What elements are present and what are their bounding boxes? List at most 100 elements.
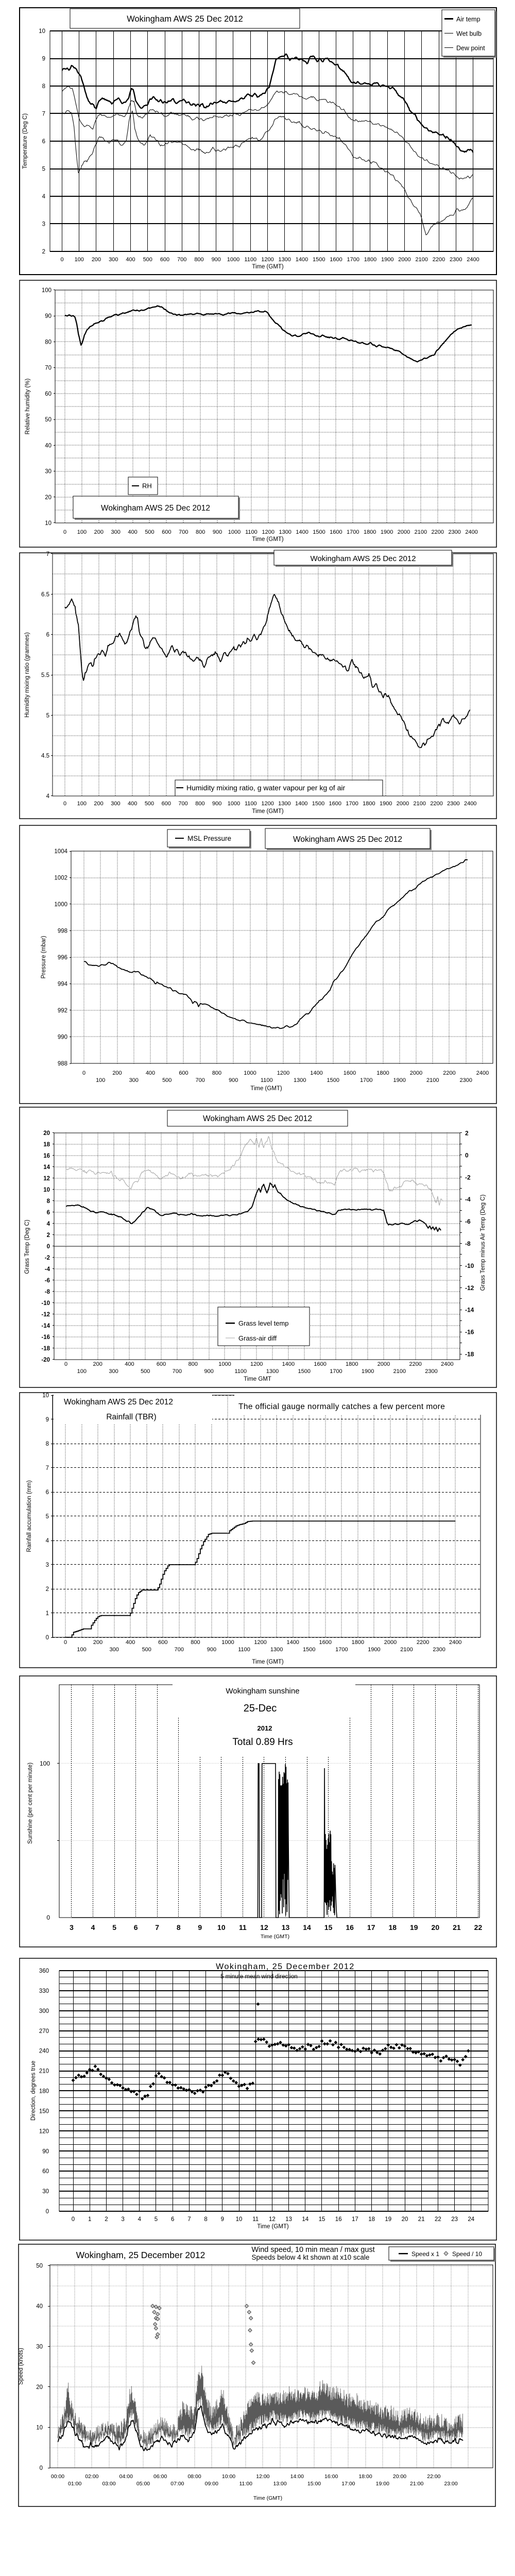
svg-text:18: 18: [368, 2216, 375, 2223]
svg-text:2200: 2200: [417, 1639, 429, 1646]
svg-text:400: 400: [126, 257, 135, 263]
svg-text:2: 2: [465, 1130, 469, 1137]
svg-text:00:00: 00:00: [51, 2473, 64, 2480]
svg-text:-14: -14: [465, 1307, 474, 1314]
svg-text:600: 600: [162, 801, 171, 807]
svg-text:30: 30: [42, 2189, 49, 2195]
svg-text:1002: 1002: [54, 875, 67, 882]
svg-text:5: 5: [112, 1923, 116, 1931]
svg-text:15: 15: [319, 2216, 325, 2223]
svg-text:13: 13: [285, 2216, 292, 2223]
svg-text:2200: 2200: [432, 529, 444, 535]
svg-text:-2: -2: [45, 1255, 50, 1261]
svg-text:700: 700: [173, 1368, 182, 1375]
svg-text:400: 400: [125, 1361, 134, 1367]
svg-text:14: 14: [302, 2216, 308, 2223]
svg-text:6: 6: [134, 1923, 138, 1931]
svg-text:1900: 1900: [362, 1368, 374, 1375]
svg-text:2100: 2100: [400, 1647, 413, 1653]
svg-text:6: 6: [46, 632, 49, 638]
svg-text:330: 330: [39, 1988, 49, 1994]
svg-text:1900: 1900: [393, 1077, 406, 1083]
svg-text:-8: -8: [45, 1289, 50, 1295]
svg-text:0: 0: [60, 257, 63, 263]
svg-text:22: 22: [435, 2216, 441, 2223]
svg-text:800: 800: [196, 529, 205, 535]
svg-text:1200: 1200: [277, 1070, 289, 1076]
svg-text:0: 0: [47, 1244, 50, 1250]
svg-text:2: 2: [46, 1586, 49, 1592]
svg-text:1000: 1000: [221, 1639, 234, 1646]
svg-text:200: 200: [94, 529, 104, 535]
svg-text:23:00: 23:00: [444, 2481, 457, 2487]
svg-text:700: 700: [178, 801, 187, 807]
svg-text:60: 60: [45, 391, 52, 397]
svg-text:1700: 1700: [346, 801, 358, 807]
svg-text:2: 2: [42, 249, 45, 255]
svg-text:200: 200: [93, 1639, 102, 1646]
svg-text:5: 5: [42, 166, 45, 173]
svg-text:15: 15: [324, 1923, 333, 1931]
svg-text:-14: -14: [41, 1323, 50, 1329]
svg-text:6: 6: [42, 139, 45, 145]
svg-text:210: 210: [39, 2069, 49, 2075]
svg-text:1700: 1700: [330, 1368, 342, 1375]
svg-text:Time (GMT): Time (GMT): [250, 1086, 282, 1092]
svg-text:4: 4: [91, 1923, 95, 1931]
svg-text:1200: 1200: [261, 801, 273, 807]
svg-text:Wet bulb: Wet bulb: [456, 30, 482, 38]
svg-text:1500: 1500: [313, 257, 325, 263]
svg-text:-12: -12: [41, 1312, 50, 1318]
svg-text:500: 500: [162, 1077, 171, 1083]
svg-text:2: 2: [47, 1232, 50, 1239]
svg-text:1200: 1200: [250, 1361, 263, 1367]
svg-text:Rainfall (TBR): Rainfall (TBR): [106, 1413, 156, 1421]
svg-text:2400: 2400: [465, 529, 477, 535]
svg-text:1: 1: [46, 1611, 49, 1617]
svg-text:400: 400: [146, 1070, 155, 1076]
svg-text:3: 3: [46, 1562, 49, 1568]
svg-text:05:00: 05:00: [136, 2481, 150, 2487]
svg-text:Speed (knots): Speed (knots): [18, 2348, 24, 2385]
svg-text:400: 400: [128, 529, 137, 535]
svg-text:The official gauge normally ca: The official gauge normally catches a fe…: [238, 1402, 445, 1411]
svg-text:16:00: 16:00: [324, 2473, 338, 2480]
svg-text:1900: 1900: [368, 1647, 380, 1653]
svg-text:12: 12: [269, 2216, 276, 2223]
svg-text:2400: 2400: [464, 801, 476, 807]
svg-text:12: 12: [260, 1923, 268, 1931]
svg-text:1300: 1300: [278, 801, 290, 807]
svg-text:1200: 1200: [262, 529, 274, 535]
svg-text:0: 0: [40, 2465, 43, 2471]
svg-text:800: 800: [191, 1639, 200, 1646]
svg-text:992: 992: [58, 1008, 67, 1014]
svg-text:5 minute mean wind direction: 5 minute mean wind direction: [220, 1974, 298, 1980]
svg-text:5: 5: [46, 1514, 49, 1520]
svg-text:2: 2: [105, 2216, 108, 2223]
svg-text:9: 9: [42, 56, 45, 62]
svg-text:Air temp: Air temp: [456, 16, 480, 23]
svg-text:40: 40: [45, 443, 52, 449]
svg-text:11: 11: [252, 2216, 259, 2223]
svg-text:1500: 1500: [327, 1077, 339, 1083]
svg-text:10: 10: [43, 1187, 50, 1193]
svg-text:0: 0: [63, 801, 66, 807]
svg-text:-12: -12: [465, 1284, 474, 1292]
svg-text:24: 24: [468, 2216, 474, 2223]
svg-text:800: 800: [194, 257, 203, 263]
svg-text:1600: 1600: [314, 1361, 326, 1367]
svg-text:1300: 1300: [266, 1368, 279, 1375]
svg-text:8: 8: [47, 1198, 50, 1205]
svg-text:2300: 2300: [450, 257, 462, 263]
svg-text:-4: -4: [465, 1196, 471, 1203]
svg-text:300: 300: [109, 1368, 118, 1375]
svg-text:21: 21: [418, 2216, 425, 2223]
svg-text:2200: 2200: [433, 257, 445, 263]
svg-text:1900: 1900: [381, 257, 393, 263]
svg-text:300: 300: [111, 529, 121, 535]
svg-text:Temperature (Deg C): Temperature (Deg C): [22, 113, 28, 169]
svg-text:6.5: 6.5: [41, 591, 49, 598]
svg-text:09:00: 09:00: [205, 2481, 218, 2487]
svg-text:20: 20: [36, 2384, 43, 2391]
svg-text:2200: 2200: [443, 1070, 455, 1076]
